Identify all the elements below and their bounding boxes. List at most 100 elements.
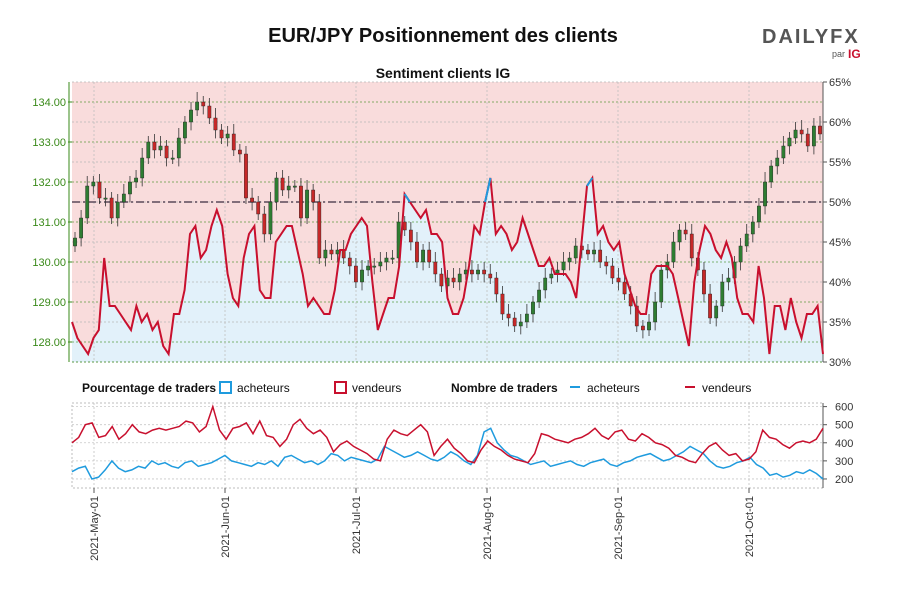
candle-body — [616, 277, 621, 283]
candle-body — [183, 121, 187, 139]
traders-count-panel: 600 500 400 300 200 — [71, 402, 853, 489]
candle-body — [421, 249, 425, 263]
pct-tick-label: 30% — [829, 357, 851, 369]
candle-body — [482, 269, 487, 275]
chart-subtitle: Sentiment clients IG — [376, 65, 511, 81]
candle-body — [714, 305, 719, 319]
candle-body — [390, 257, 395, 260]
candle-body — [250, 197, 254, 203]
candle-body — [347, 257, 352, 267]
count-tick-label: 500 — [835, 420, 853, 432]
buyers-count-line — [71, 427, 824, 480]
candle-body — [610, 265, 615, 279]
pct-tick-label: 65% — [829, 77, 851, 89]
legend-count-buyers: acheteurs — [587, 381, 640, 395]
candle-body — [763, 181, 767, 207]
date-axis: 2021-May-01 2021-Jun-01 2021-Jul-01 2021-Au… — [89, 488, 756, 561]
candle-body — [457, 273, 462, 283]
date-tick-label: 2021-Sep-01 — [613, 496, 625, 560]
legend-pct-sellers-swatch — [334, 381, 347, 394]
candle-body — [744, 233, 749, 247]
candle-body — [561, 261, 566, 271]
candle-body — [781, 145, 786, 159]
candle-body — [549, 273, 554, 279]
candle-body — [378, 261, 383, 267]
candle-body — [195, 101, 200, 111]
date-tick-label: 2021-May-01 — [89, 496, 101, 561]
legend-pct-sellers: vendeurs — [352, 381, 401, 395]
candle-body — [512, 317, 517, 327]
candle-body — [769, 165, 774, 183]
candle-body — [128, 181, 132, 195]
candle-body — [256, 201, 261, 215]
candle-body — [604, 261, 609, 267]
candle-body — [109, 197, 114, 219]
candle-body — [451, 277, 456, 283]
sentiment-panel: 65% 60% 55% 50% 45% 40% 35% 30% 134.00 133.00 132.… — [32, 77, 851, 369]
candle-body — [634, 305, 639, 327]
date-tick-label: 2021-Oct-01 — [744, 496, 756, 557]
candle-body — [488, 273, 493, 279]
candle-body — [146, 141, 151, 159]
candle-body — [134, 177, 138, 183]
dailyfx-logo: DAILYFX par IG — [762, 26, 861, 61]
candle-body — [79, 217, 83, 239]
candle-body — [787, 137, 792, 147]
candle-body — [244, 153, 248, 199]
sellers-count-line — [71, 404, 824, 464]
candle-body — [433, 261, 438, 275]
candle-body — [176, 137, 181, 159]
chart-title: EUR/JPY Positionnement des clients — [268, 25, 618, 47]
legend-pct-label: Pourcentage de traders — [82, 381, 216, 395]
legend-pct-buyers-swatch — [219, 381, 232, 394]
candle-body — [164, 145, 169, 159]
candle-body — [750, 221, 755, 235]
candle-body — [567, 257, 572, 263]
candle-body — [274, 177, 279, 203]
price-tick-label: 130.00 — [32, 257, 66, 269]
date-tick-label: 2021-Aug-01 — [482, 496, 494, 560]
candle-body — [653, 301, 658, 323]
candle-body — [121, 193, 126, 203]
candle-body — [286, 185, 291, 191]
candle-body — [573, 245, 578, 259]
candle-body — [103, 197, 108, 200]
candle-body — [237, 149, 242, 155]
candle-body — [726, 277, 731, 283]
legend-pct-buyers: acheteurs — [237, 381, 290, 395]
candle-body — [152, 141, 157, 151]
candle-body — [775, 157, 780, 167]
candle-body — [140, 157, 145, 179]
candle-body — [360, 269, 364, 283]
pct-tick-label: 50% — [829, 197, 851, 209]
price-tick-label: 132.00 — [32, 177, 66, 189]
candle-body — [213, 117, 218, 131]
candle-body — [341, 249, 346, 259]
candle-body — [268, 201, 273, 235]
candle-body — [366, 265, 370, 271]
count-tick-label: 400 — [835, 438, 853, 450]
candle-body — [305, 189, 309, 219]
candle-body — [292, 185, 297, 188]
legend-count-label: Nombre de traders — [451, 381, 558, 395]
candle-body — [812, 125, 816, 147]
candle-body — [158, 145, 163, 151]
candle-body — [262, 213, 267, 235]
candle-body — [805, 133, 810, 147]
candle-body — [97, 181, 102, 199]
candle-body — [91, 181, 96, 187]
candle-body — [354, 265, 358, 283]
price-tick-label: 133.00 — [32, 137, 66, 149]
candle-body — [280, 177, 285, 191]
logo-ig-text: IG — [848, 47, 861, 61]
candle-body — [683, 229, 688, 235]
candle-body — [470, 269, 474, 275]
candle-body — [115, 201, 120, 219]
candle-body — [201, 101, 206, 107]
candle-body — [586, 249, 590, 255]
dailyfx-logo-text: DAILYFX — [762, 26, 860, 48]
pct-tick-label: 60% — [829, 117, 851, 129]
candle-body — [598, 249, 603, 263]
candle-body — [518, 321, 523, 327]
